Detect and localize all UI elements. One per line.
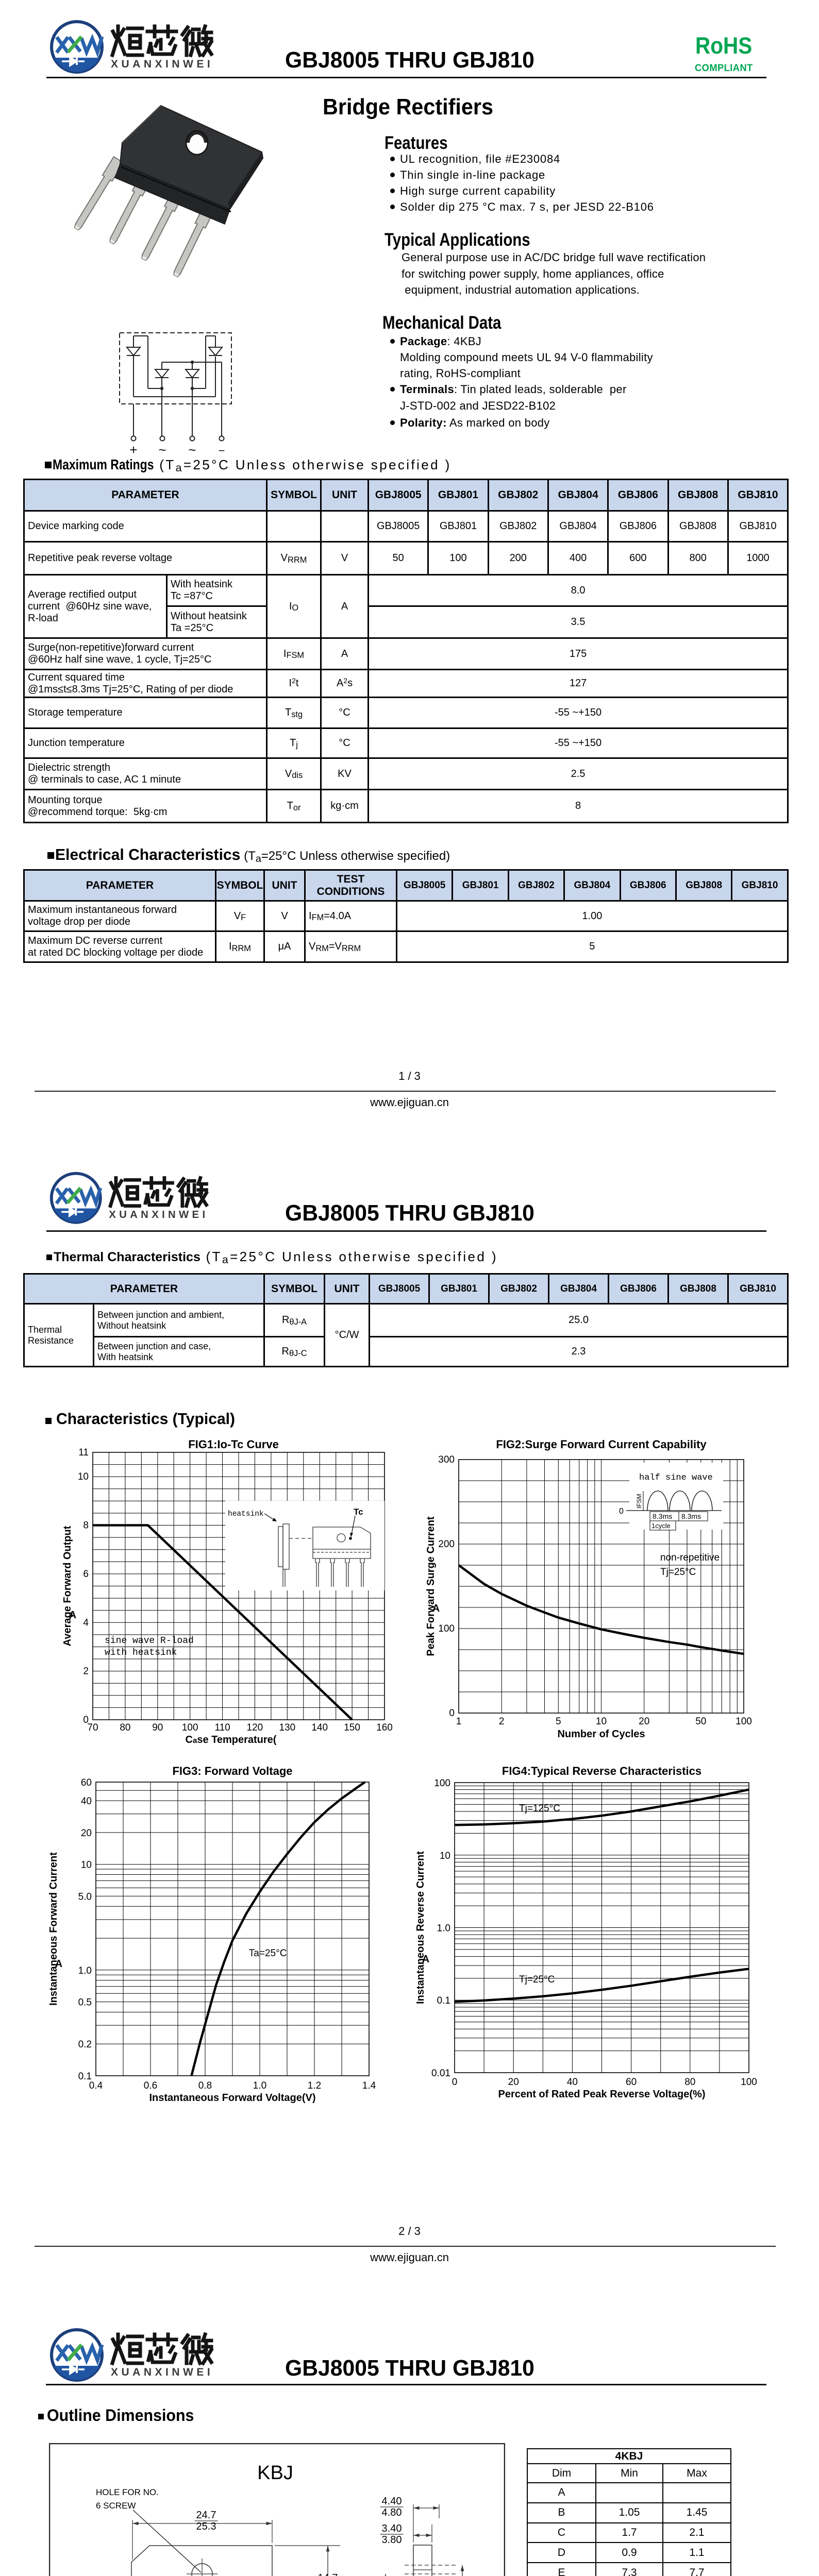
svg-text:half sine wave: half sine wave (639, 1473, 713, 1483)
svg-text:90: 90 (152, 1722, 163, 1733)
svg-text:FIG2:Surge Forward Current Cap: FIG2:Surge Forward Current Capability (496, 1438, 707, 1451)
svg-text:FIG4:Typical Reverse Character: FIG4:Typical Reverse Characteristics (502, 1765, 701, 1777)
svg-text:KBJ: KBJ (257, 2462, 293, 2484)
svg-text:FIG1:Io-Tc Curve: FIG1:Io-Tc Curve (188, 1438, 279, 1451)
svg-text:80: 80 (120, 1722, 130, 1733)
svg-text:8.3ms: 8.3ms (681, 1512, 701, 1520)
svg-text:10: 10 (81, 1860, 92, 1871)
svg-text:A: A (422, 1954, 429, 1965)
svg-text:HOLE FOR NO.: HOLE FOR NO. (96, 2487, 159, 2497)
svg-text:Case Temperature(: Case Temperature( (186, 1734, 277, 1745)
svg-text:40: 40 (81, 1796, 92, 1807)
svg-text:non-repetitive: non-repetitive (660, 1552, 720, 1563)
svg-text:80: 80 (684, 2077, 695, 2088)
svg-text:20: 20 (639, 1716, 649, 1727)
svg-text:Peak Forward Surge Current: Peak Forward Surge Current (425, 1516, 437, 1656)
svg-text:2: 2 (499, 1716, 505, 1727)
svg-text:0: 0 (619, 1507, 624, 1516)
svg-text:100: 100 (736, 1716, 752, 1727)
svg-text:60: 60 (626, 2077, 637, 2088)
svg-text:Tc: Tc (354, 1507, 363, 1517)
svg-text:0.6: 0.6 (144, 2080, 157, 2091)
svg-text:0.1: 0.1 (78, 2071, 92, 2082)
svg-text:4.40: 4.40 (382, 2496, 402, 2507)
svg-text:14.7: 14.7 (318, 2572, 338, 2576)
svg-text:Percent of Rated Peak Reverse: Percent of Rated Peak Reverse Voltage(%) (498, 2089, 705, 2100)
svg-text:10: 10 (440, 1851, 450, 1861)
svg-text:~: ~ (188, 442, 196, 457)
svg-text:3.40: 3.40 (382, 2523, 402, 2534)
svg-text:50: 50 (695, 1716, 706, 1727)
svg-text:160: 160 (376, 1722, 393, 1733)
svg-text:40: 40 (567, 2077, 578, 2088)
svg-text:10: 10 (78, 1471, 89, 1482)
svg-text:Number of Cycles: Number of Cycles (557, 1728, 645, 1740)
svg-text:1.4: 1.4 (362, 2080, 376, 2091)
svg-text:140: 140 (311, 1722, 328, 1733)
svg-text:with heatsink: with heatsink (105, 1648, 177, 1658)
svg-text:5: 5 (556, 1716, 561, 1727)
svg-text:70: 70 (87, 1722, 98, 1733)
svg-text:110: 110 (214, 1722, 230, 1733)
svg-text:1.2: 1.2 (308, 2080, 321, 2091)
svg-text:20: 20 (508, 2077, 519, 2088)
svg-text:FIG3: Forward Voltage: FIG3: Forward Voltage (172, 1765, 292, 1777)
svg-text:4.80: 4.80 (382, 2507, 402, 2518)
svg-text:1: 1 (456, 1716, 462, 1727)
svg-text:100: 100 (182, 1722, 198, 1733)
svg-text:A: A (432, 1603, 440, 1614)
svg-text:4: 4 (83, 1617, 89, 1628)
svg-text:Ta=25°C: Ta=25°C (249, 1948, 287, 1959)
svg-text:0.01: 0.01 (431, 2068, 450, 2079)
svg-text:1cycle: 1cycle (651, 1522, 671, 1530)
svg-text:Average Forward Output: Average Forward Output (62, 1526, 73, 1646)
svg-text:0.1: 0.1 (437, 1995, 450, 2006)
svg-text:A: A (69, 1609, 76, 1621)
svg-text:0.4: 0.4 (89, 2080, 103, 2091)
svg-text:6 SCREW: 6 SCREW (96, 2501, 136, 2511)
svg-text:20: 20 (81, 1828, 92, 1839)
svg-text:8: 8 (83, 1520, 89, 1531)
svg-text:Instantaneous Forward Current: Instantaneous Forward Current (48, 1852, 59, 2006)
svg-text:3.80: 3.80 (382, 2534, 402, 2546)
svg-text:120: 120 (247, 1722, 263, 1733)
svg-text:0: 0 (83, 1715, 89, 1725)
svg-text:Tj=125°C: Tj=125°C (519, 1803, 560, 1814)
svg-text:24.7: 24.7 (196, 2510, 216, 2521)
svg-text:300: 300 (438, 1454, 455, 1465)
svg-text:0: 0 (452, 2077, 458, 2088)
svg-text:IFSM: IFSM (636, 1494, 643, 1509)
svg-text:1.0: 1.0 (437, 1923, 450, 1934)
svg-text:2: 2 (83, 1666, 89, 1677)
svg-text:sine wave R-load: sine wave R-load (105, 1636, 194, 1646)
svg-text:0: 0 (449, 1708, 455, 1719)
svg-text:150: 150 (344, 1722, 360, 1733)
svg-text:0.2: 0.2 (78, 2039, 92, 2050)
svg-text:0.8: 0.8 (198, 2080, 212, 2091)
svg-text:100: 100 (741, 2077, 757, 2088)
svg-text:1.0: 1.0 (253, 2080, 266, 2091)
svg-text:25.3: 25.3 (196, 2521, 216, 2532)
svg-text:100: 100 (434, 1778, 450, 1789)
svg-text:Instantaneous Reverse Current: Instantaneous Reverse Current (415, 1851, 426, 2004)
svg-text:100: 100 (438, 1623, 455, 1634)
svg-text:200: 200 (438, 1539, 455, 1550)
svg-text:8.3ms: 8.3ms (653, 1512, 672, 1520)
svg-text:−: − (219, 444, 225, 457)
svg-text:6: 6 (83, 1569, 89, 1580)
svg-text:~: ~ (158, 442, 166, 457)
svg-text:Tj=25°C: Tj=25°C (519, 1974, 555, 1985)
svg-text:A: A (55, 1958, 62, 1970)
svg-text:+: + (129, 442, 137, 457)
svg-text:11: 11 (78, 1447, 89, 1458)
svg-text:1.0: 1.0 (78, 1965, 92, 1976)
svg-text:Instantaneous Forward Voltage(: Instantaneous Forward Voltage(V) (149, 2092, 316, 2104)
svg-text:130: 130 (279, 1722, 295, 1733)
svg-text:60: 60 (81, 1777, 92, 1788)
svg-text:10: 10 (596, 1716, 607, 1727)
svg-text:Tj=25°C: Tj=25°C (660, 1567, 696, 1578)
svg-text:5.0: 5.0 (78, 1891, 92, 1902)
svg-text:0.5: 0.5 (78, 1997, 92, 2008)
svg-text:heatsink: heatsink (228, 1510, 264, 1518)
